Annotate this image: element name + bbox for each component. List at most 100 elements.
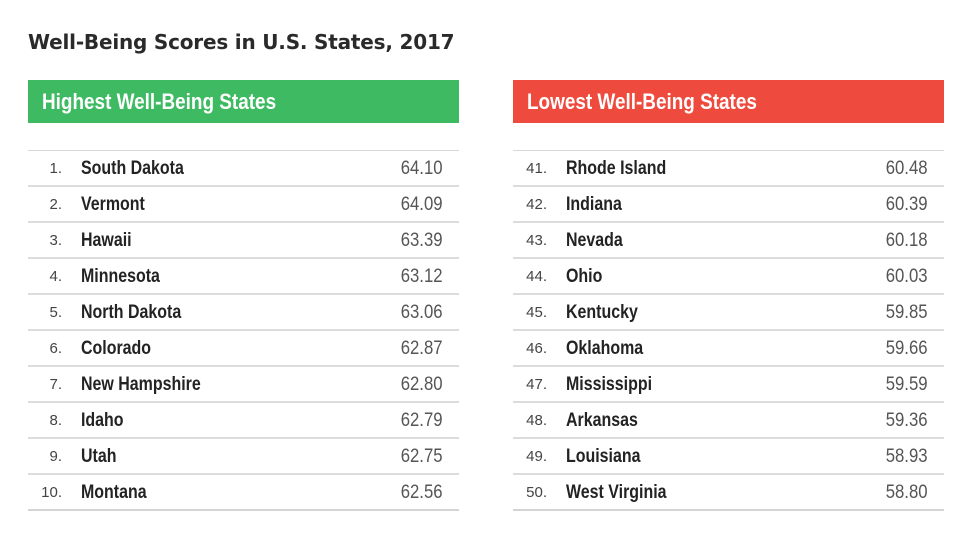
state-name-cell: Utah — [81, 439, 123, 475]
rank-label: 10. — [41, 484, 62, 501]
score-value: 63.06 — [401, 302, 443, 323]
state-name-cell: Kentucky — [566, 295, 652, 331]
table-row: 48. Arkansas 59.36 — [513, 403, 944, 439]
score-cell: 63.06 — [395, 295, 443, 331]
rank-label: 49. — [526, 448, 547, 465]
score-cell: 64.09 — [395, 187, 443, 223]
lowest-panel: Lowest Well-Being States 41. Rhode Island… — [513, 80, 944, 511]
rank-label: 46. — [526, 340, 547, 357]
score-cell: 63.39 — [395, 223, 443, 259]
score-cell: 58.93 — [880, 439, 928, 475]
score-cell: 59.36 — [880, 403, 928, 439]
lowest-header-label: Lowest Well-Being States — [527, 89, 757, 114]
state-name-cell: Louisiana — [566, 439, 655, 475]
score-value: 60.39 — [886, 194, 928, 215]
state-name: South Dakota — [81, 158, 184, 179]
state-name: Louisiana — [566, 446, 641, 467]
table-row: 41. Rhode Island 60.48 — [513, 151, 944, 187]
score-cell: 62.56 — [395, 475, 443, 511]
state-name-cell: West Virginia — [566, 475, 686, 511]
state-name: Ohio — [566, 266, 603, 287]
rank-label: 7. — [49, 376, 62, 393]
score-cell: 60.48 — [880, 151, 928, 187]
score-value: 58.80 — [886, 482, 928, 503]
score-value: 64.10 — [401, 158, 443, 179]
state-name-cell: Vermont — [81, 187, 157, 223]
state-name-cell: Rhode Island — [566, 151, 685, 187]
state-name-cell: Montana — [81, 475, 159, 511]
rank-label: 3. — [49, 232, 62, 249]
score-cell: 59.85 — [880, 295, 928, 331]
score-value: 59.66 — [886, 338, 928, 359]
rank-label: 44. — [526, 268, 547, 285]
score-value: 59.36 — [886, 410, 928, 431]
score-cell: 60.03 — [880, 259, 928, 295]
score-value: 62.75 — [401, 446, 443, 467]
score-cell: 59.66 — [880, 331, 928, 367]
rank-label: 1. — [49, 160, 62, 177]
state-name: Arkansas — [566, 410, 638, 431]
state-name-cell: Indiana — [566, 187, 633, 223]
table-row: 44. Ohio 60.03 — [513, 259, 944, 295]
rank-label: 45. — [526, 304, 547, 321]
state-name-cell: Ohio — [566, 259, 609, 295]
score-cell: 58.80 — [880, 475, 928, 511]
rank-label: 42. — [526, 196, 547, 213]
state-name-cell: North Dakota — [81, 295, 200, 331]
state-name: Hawaii — [81, 230, 132, 251]
table-row: 4. Minnesota 63.12 — [28, 259, 459, 295]
state-name-cell: Mississippi — [566, 367, 668, 403]
state-name-cell: Oklahoma — [566, 331, 658, 367]
table-row: 3. Hawaii 63.39 — [28, 223, 459, 259]
lowest-rows: 41. Rhode Island 60.48 42. Indiana 60.39 43. Ne… — [513, 150, 944, 511]
score-cell: 63.12 — [395, 259, 443, 295]
rank-label: 9. — [49, 448, 62, 465]
rank-label: 43. — [526, 232, 547, 249]
state-name: Colorado — [81, 338, 152, 359]
score-cell: 64.10 — [395, 151, 443, 187]
state-name: Idaho — [81, 410, 124, 431]
table-row: 7. New Hampshire 62.80 — [28, 367, 459, 403]
score-value: 63.12 — [401, 266, 443, 287]
state-name: Minnesota — [81, 266, 160, 287]
rank-label: 4. — [49, 268, 62, 285]
highest-rows: 1. South Dakota 64.10 2. Vermont 64.09 3. Hawai… — [28, 150, 459, 511]
table-row: 42. Indiana 60.39 — [513, 187, 944, 223]
rank-label: 50. — [526, 484, 547, 501]
state-name: Nevada — [566, 230, 623, 251]
rank-label: 47. — [526, 376, 547, 393]
state-name: Kentucky — [566, 302, 638, 323]
state-name: Mississippi — [566, 374, 653, 395]
score-cell: 62.87 — [395, 331, 443, 367]
score-value: 60.48 — [886, 158, 928, 179]
score-cell: 60.39 — [880, 187, 928, 223]
score-value: 60.18 — [886, 230, 928, 251]
state-name-cell: South Dakota — [81, 151, 203, 187]
table-row: 5. North Dakota 63.06 — [28, 295, 459, 331]
table-row: 49. Louisiana 58.93 — [513, 439, 944, 475]
score-value: 62.80 — [401, 374, 443, 395]
score-cell: 59.59 — [880, 367, 928, 403]
table-row: 6. Colorado 62.87 — [28, 331, 459, 367]
state-name-cell: Idaho — [81, 403, 132, 439]
state-name: New Hampshire — [81, 374, 201, 395]
chart-title: Well-Being Scores in U.S. States, 2017 — [28, 30, 455, 54]
lowest-header: Lowest Well-Being States — [513, 80, 944, 123]
table-row: 46. Oklahoma 59.66 — [513, 331, 944, 367]
score-value: 62.79 — [401, 410, 443, 431]
score-value: 58.93 — [886, 446, 928, 467]
state-name: Utah — [81, 446, 117, 467]
rank-label: 8. — [49, 412, 62, 429]
score-value: 59.59 — [886, 374, 928, 395]
highest-header-label: Highest Well-Being States — [42, 89, 277, 114]
state-name: Montana — [81, 482, 147, 503]
state-name-cell: Minnesota — [81, 259, 175, 295]
state-name: North Dakota — [81, 302, 182, 323]
highest-panel: Highest Well-Being States 1. South Dakota… — [28, 80, 459, 511]
state-name-cell: Colorado — [81, 331, 164, 367]
table-row: 47. Mississippi 59.59 — [513, 367, 944, 403]
rank-label: 41. — [526, 160, 547, 177]
score-cell: 62.80 — [395, 367, 443, 403]
score-cell: 62.75 — [395, 439, 443, 475]
score-value: 62.56 — [401, 482, 443, 503]
